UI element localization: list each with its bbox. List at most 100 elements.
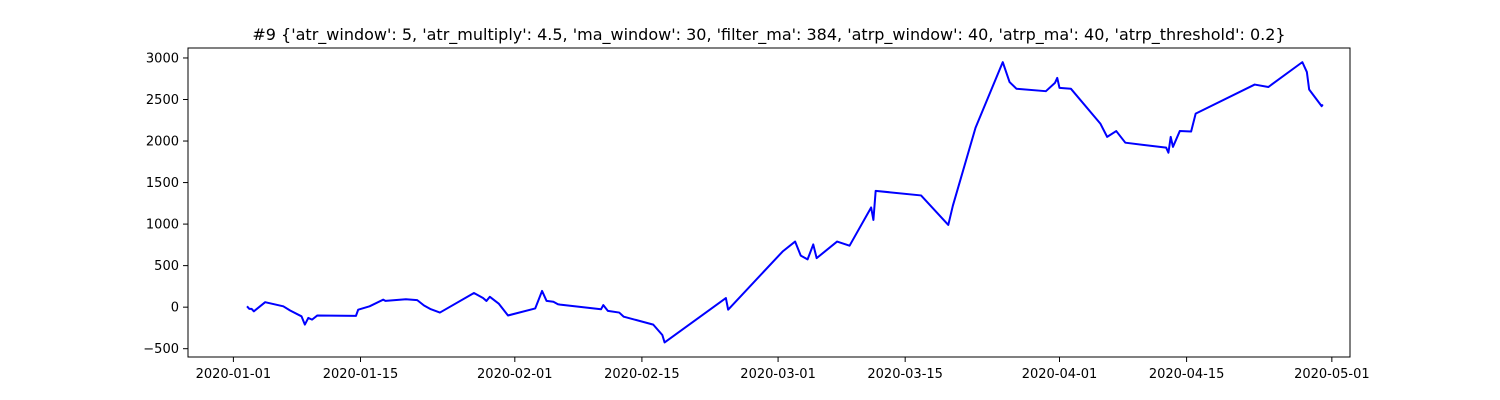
data-point <box>369 305 371 307</box>
data-point <box>920 194 922 196</box>
data-point <box>975 127 977 129</box>
data-point <box>812 243 814 245</box>
x-tick-label: 2020-03-01 <box>740 367 816 382</box>
chart-title: #9 {'atr_window': 5, 'atr_multiply': 4.5… <box>252 25 1285 45</box>
data-point <box>652 324 654 326</box>
data-point <box>875 190 877 192</box>
data-point <box>405 298 407 300</box>
data-point <box>416 299 418 301</box>
data-point <box>534 307 536 309</box>
data-point <box>552 301 554 303</box>
data-point <box>307 317 309 319</box>
data-point <box>485 300 487 302</box>
series-line <box>246 61 1324 344</box>
data-point <box>251 308 253 310</box>
y-tick-label: 0 <box>171 301 179 316</box>
data-point <box>1195 113 1197 115</box>
data-point <box>1322 103 1324 105</box>
data-point <box>1054 82 1056 84</box>
data-point <box>1124 142 1126 144</box>
x-tick-label: 2020-05-01 <box>1294 367 1370 382</box>
data-point <box>952 205 954 207</box>
data-point <box>600 308 602 310</box>
data-point <box>1165 147 1167 149</box>
data-point <box>1190 130 1192 132</box>
data-point <box>1301 61 1303 63</box>
data-point <box>1115 130 1117 132</box>
data-point <box>1099 123 1101 125</box>
data-point <box>1056 77 1058 79</box>
data-point <box>782 251 784 253</box>
data-point <box>357 309 359 311</box>
data-point <box>807 258 809 260</box>
data-point <box>482 297 484 299</box>
data-point <box>489 296 491 298</box>
y-tick-label: 2000 <box>146 135 179 150</box>
x-tick-label: 2020-02-01 <box>477 367 553 382</box>
y-tick-label: 1000 <box>146 218 179 233</box>
data-point <box>725 297 727 299</box>
data-point <box>664 341 666 343</box>
data-point <box>623 316 625 318</box>
data-point <box>870 206 872 208</box>
data-point <box>1009 81 1011 83</box>
data-point <box>1321 105 1323 107</box>
data-point <box>872 219 874 221</box>
data-point <box>304 324 306 326</box>
data-point <box>1306 71 1308 73</box>
data-point <box>727 309 729 311</box>
data-point <box>355 315 357 317</box>
data-point <box>546 300 548 302</box>
axes-frame <box>187 47 1351 358</box>
x-tick-label: 2020-01-01 <box>196 367 272 382</box>
data-point <box>1045 90 1047 92</box>
data-point <box>1308 89 1310 91</box>
data-point <box>1179 130 1181 132</box>
data-point <box>1015 88 1017 90</box>
data-point <box>253 310 255 312</box>
x-tick-label: 2020-04-15 <box>1149 367 1225 382</box>
data-point <box>1172 146 1174 148</box>
data-point <box>311 319 313 321</box>
data-point <box>1106 136 1108 138</box>
data-point <box>794 241 796 243</box>
y-tick-label: −500 <box>143 342 179 357</box>
data-point <box>423 305 425 307</box>
y-tick-label: 1500 <box>146 176 179 191</box>
data-point <box>498 303 500 305</box>
data-point <box>849 245 851 247</box>
data-point <box>246 305 248 307</box>
data-point <box>1002 61 1004 63</box>
data-point <box>661 334 663 336</box>
data-point <box>602 304 604 306</box>
data-point <box>316 314 318 316</box>
data-point <box>1170 136 1172 138</box>
data-point <box>507 314 509 316</box>
data-point <box>282 305 284 307</box>
data-point <box>300 315 302 317</box>
data-point <box>557 303 559 305</box>
data-point <box>947 224 949 226</box>
plot-area: 2020-01-01 2020-01-15 2020-02-01 2020-02-15… <box>143 47 1370 382</box>
data-point <box>264 301 266 303</box>
data-point <box>384 300 386 302</box>
data-point <box>1167 152 1169 154</box>
data-point <box>430 308 432 310</box>
y-tick-label: 3000 <box>146 51 179 66</box>
data-point <box>836 241 838 243</box>
data-point <box>816 257 818 259</box>
data-point <box>1070 88 1072 90</box>
data-point <box>1267 86 1269 88</box>
data-point <box>559 304 561 306</box>
data-point <box>382 299 384 301</box>
data-point <box>248 308 250 310</box>
data-point <box>800 255 802 257</box>
data-point <box>541 290 543 292</box>
x-tick-label: 2020-02-15 <box>604 367 680 382</box>
data-point <box>607 310 609 312</box>
x-tick-label: 2020-03-15 <box>867 367 943 382</box>
data-point <box>439 312 441 314</box>
y-tick-label: 2500 <box>146 93 179 108</box>
